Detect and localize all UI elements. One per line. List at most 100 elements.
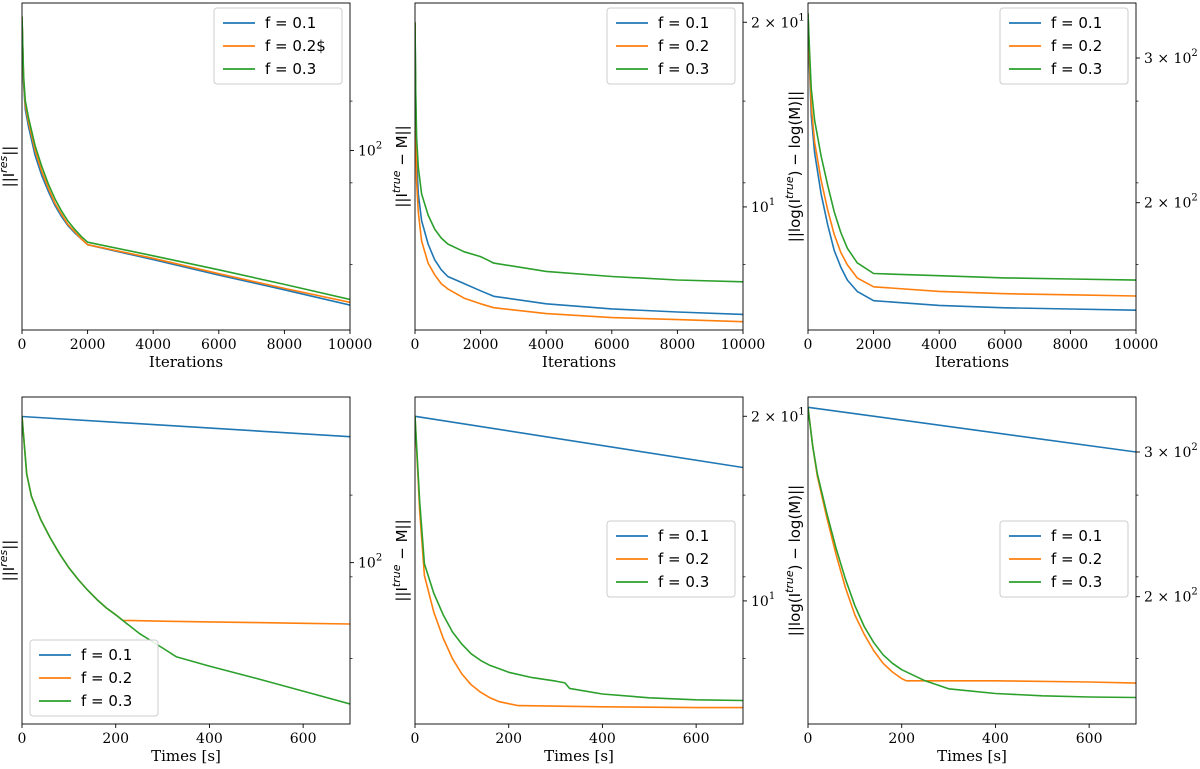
legend-label: f = 0.2$ [265, 37, 326, 55]
plot-frame [21, 396, 351, 725]
chart-panel-bottom-right: 0 200 400 600 Times [s] ||log(Itrue) − log(M)… [783, 396, 1198, 765]
legend-label: f = 0.3 [658, 60, 709, 78]
x-axis-label: Times [s] [151, 747, 221, 765]
x-tick-label: 2000 [70, 337, 106, 353]
plot-frame [807, 396, 1137, 725]
series-line-3 [22, 16, 350, 301]
series-line-2 [22, 16, 350, 304]
x-tick-label: 0 [18, 731, 27, 747]
legend-label: f = 0.1 [658, 14, 709, 32]
y-tick-label: 102 [358, 553, 382, 572]
legend: f = 0.1 f = 0.2$ f = 0.3 [213, 7, 343, 85]
series-line-2 [415, 416, 743, 709]
y-tick-label: 2 × 101 [751, 406, 805, 425]
legend-label: f = 0.2 [1051, 37, 1102, 55]
series-line-2 [22, 416, 350, 625]
legend-label: f = 0.1 [1051, 14, 1102, 32]
series-line-3 [808, 407, 1136, 699]
x-tick-label: 10000 [1114, 337, 1159, 353]
x-tick-label: 0 [804, 337, 813, 353]
y-tick-label: 2 × 101 [751, 12, 805, 31]
y-tick-label: 2 × 102 [1144, 587, 1198, 606]
x-tick-label: 400 [982, 731, 1009, 747]
legend-label: f = 0.2 [658, 550, 709, 568]
legend-box [213, 7, 343, 85]
x-tick-label: 0 [411, 337, 420, 353]
legend-label: f = 0.1 [1051, 527, 1102, 545]
legend: f = 0.1 f = 0.2 f = 0.3 [606, 520, 736, 598]
legend-label: f = 0.3 [81, 692, 132, 710]
x-tick-label: 600 [1076, 731, 1103, 747]
x-tick-label: 2000 [463, 337, 499, 353]
x-tick-label: 8000 [1053, 337, 1089, 353]
x-tick-label: 8000 [267, 337, 303, 353]
y-tick-label: 3 × 102 [1144, 442, 1198, 461]
legend-label: f = 0.2 [1051, 550, 1102, 568]
x-tick-label: 400 [589, 731, 616, 747]
x-tick-label: 8000 [660, 337, 696, 353]
y-axis-label: ||Itrue − M|| [390, 125, 411, 207]
x-axis-label: Iterations [149, 353, 223, 371]
series-line-1 [22, 415, 350, 438]
x-tick-label: 200 [888, 731, 915, 747]
x-tick-label: 0 [804, 731, 813, 747]
legend-box [606, 520, 736, 598]
y-axis-label: ||Ires|| [0, 540, 18, 582]
y-tick-label: 102 [358, 141, 382, 160]
series-line-1 [808, 406, 1136, 453]
legend: f = 0.1 f = 0.2 f = 0.3 [999, 7, 1129, 85]
series-line-2 [415, 22, 743, 323]
x-tick-label: 2000 [856, 337, 892, 353]
legend-box [29, 639, 159, 717]
x-tick-label: 600 [290, 731, 317, 747]
y-tick-label: 101 [751, 197, 775, 216]
chart-panel-top-right: 0 2000 4000 6000 8000 10000 Iterations ||log(It… [783, 2, 1198, 371]
series-line-1 [22, 16, 350, 306]
y-tick-label: 3 × 102 [1144, 48, 1198, 67]
x-axis-label: Times [s] [937, 747, 1007, 765]
y-tick-label: 101 [751, 591, 775, 610]
x-tick-label: 0 [411, 731, 420, 747]
series-line-3 [415, 22, 743, 283]
chart-panel-bottom-middle: 0 200 400 600 Times [s] ||Itrue − M|| 101 2 × 1… [390, 396, 805, 765]
chart-panel-top-left: 0 2000 4000 6000 8000 10000 Iterations ||Ires||… [0, 2, 382, 371]
series-line-1 [808, 13, 1136, 311]
series-line-1 [415, 22, 743, 316]
x-tick-label: 10000 [328, 337, 373, 353]
series-line-3 [415, 416, 743, 702]
y-axis-label: ||log(Itrue) − log(M)|| [783, 91, 804, 242]
legend-label: f = 0.3 [1051, 573, 1102, 591]
series-line-2 [808, 13, 1136, 297]
legend-label: f = 0.2 [81, 669, 132, 687]
legend-label: f = 0.3 [1051, 60, 1102, 78]
x-tick-label: 200 [495, 731, 522, 747]
chart-panel-top-middle: 0 2000 4000 6000 8000 10000 Iterations ||Itrue … [390, 2, 805, 371]
plot-frame [807, 2, 1137, 331]
x-tick-label: 6000 [987, 337, 1023, 353]
y-tick-label: 2 × 102 [1144, 193, 1198, 212]
legend: f = 0.1 f = 0.2 f = 0.3 [606, 7, 736, 85]
x-tick-label: 4000 [921, 337, 957, 353]
legend-label: f = 0.2 [658, 37, 709, 55]
y-axis-label: ||Ires|| [0, 146, 18, 188]
legend: f = 0.1 f = 0.2 f = 0.3 [999, 520, 1129, 598]
legend-box [999, 520, 1129, 598]
legend-label: f = 0.1 [81, 646, 132, 664]
series-line-3 [808, 13, 1136, 281]
x-tick-label: 4000 [135, 337, 171, 353]
legend-label: f = 0.1 [658, 527, 709, 545]
x-tick-label: 6000 [594, 337, 630, 353]
series-line-1 [415, 415, 743, 469]
x-axis-label: Iterations [542, 353, 616, 371]
legend-label: f = 0.3 [658, 573, 709, 591]
x-axis-label: Iterations [935, 353, 1009, 371]
x-tick-label: 600 [683, 731, 710, 747]
y-axis-label: ||Itrue − M|| [390, 519, 411, 601]
x-axis-label: Times [s] [544, 747, 614, 765]
x-tick-label: 10000 [721, 337, 766, 353]
y-axis-label: ||log(Itrue) − log(M)|| [783, 485, 804, 636]
x-tick-label: 0 [18, 337, 27, 353]
x-tick-label: 200 [102, 731, 129, 747]
